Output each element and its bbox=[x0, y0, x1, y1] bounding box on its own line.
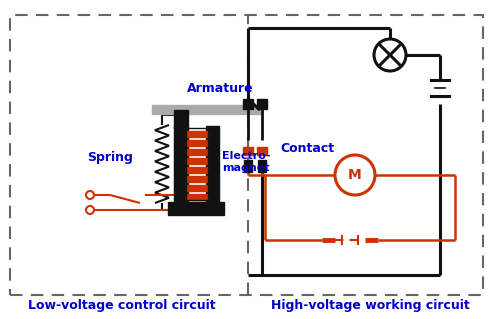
Bar bbox=[186, 149, 208, 155]
Bar bbox=[186, 194, 208, 200]
Bar bbox=[152, 105, 260, 114]
Text: High-voltage working circuit: High-voltage working circuit bbox=[271, 299, 469, 311]
Bar bbox=[243, 99, 253, 109]
Text: Armature: Armature bbox=[187, 81, 253, 94]
Bar bbox=[186, 167, 208, 173]
Bar bbox=[186, 176, 208, 182]
Bar bbox=[244, 160, 252, 172]
Bar bbox=[186, 185, 208, 191]
Bar bbox=[243, 147, 253, 155]
Text: M: M bbox=[348, 168, 362, 182]
Text: Spring: Spring bbox=[87, 152, 133, 165]
Bar bbox=[174, 110, 188, 128]
Bar bbox=[186, 158, 208, 164]
Bar bbox=[186, 128, 208, 200]
Bar bbox=[257, 99, 267, 109]
Text: Low-voltage control circuit: Low-voltage control circuit bbox=[28, 299, 216, 311]
Bar bbox=[186, 140, 208, 146]
Bar bbox=[206, 126, 219, 205]
Bar bbox=[258, 160, 266, 172]
Bar bbox=[168, 202, 224, 215]
Text: Contact: Contact bbox=[280, 142, 334, 154]
Bar bbox=[186, 131, 208, 137]
Bar bbox=[10, 15, 483, 295]
Bar bbox=[257, 147, 267, 155]
Bar bbox=[174, 126, 188, 205]
Text: Electro-
magnet: Electro- magnet bbox=[222, 151, 271, 173]
